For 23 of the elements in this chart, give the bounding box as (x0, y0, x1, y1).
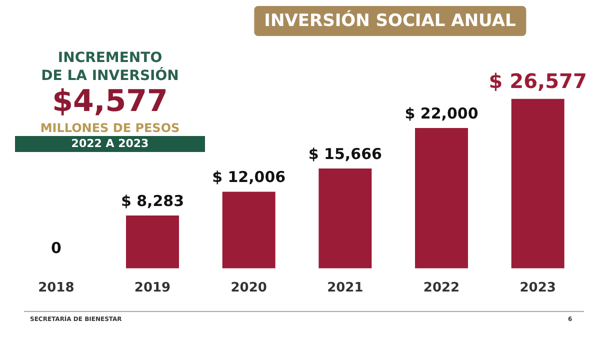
x-tick-label: 2018 (38, 280, 74, 296)
annotation: $4,577 (52, 84, 168, 119)
bar (318, 168, 372, 268)
x-tick-label: 2019 (134, 280, 171, 296)
annotation: MILLONES DE PESOS (40, 121, 180, 135)
bar (126, 216, 179, 268)
data-label: $ 12,006 (212, 168, 286, 186)
x-tick-label: 2020 (230, 280, 267, 296)
annotation: 2022 A 2023 (71, 137, 149, 150)
data-label: $ 26,577 (488, 69, 587, 94)
bar (222, 192, 276, 268)
bar (511, 98, 564, 268)
x-tick-label: 2021 (327, 280, 364, 296)
data-label: 0 (50, 238, 62, 257)
bar (415, 128, 468, 268)
data-label: $ 15,666 (308, 144, 382, 163)
data-label: $ 8,283 (120, 192, 184, 210)
text: INCREMENTO (58, 50, 162, 66)
x-tick-label: 2023 (520, 280, 556, 296)
x-tick-label: 2022 (423, 280, 460, 296)
data-label: $ 22,000 (404, 104, 478, 122)
text: DE LA INVERSIÓN (41, 68, 179, 84)
chart-title: INVERSIÓN SOCIAL ANUAL (254, 6, 526, 36)
